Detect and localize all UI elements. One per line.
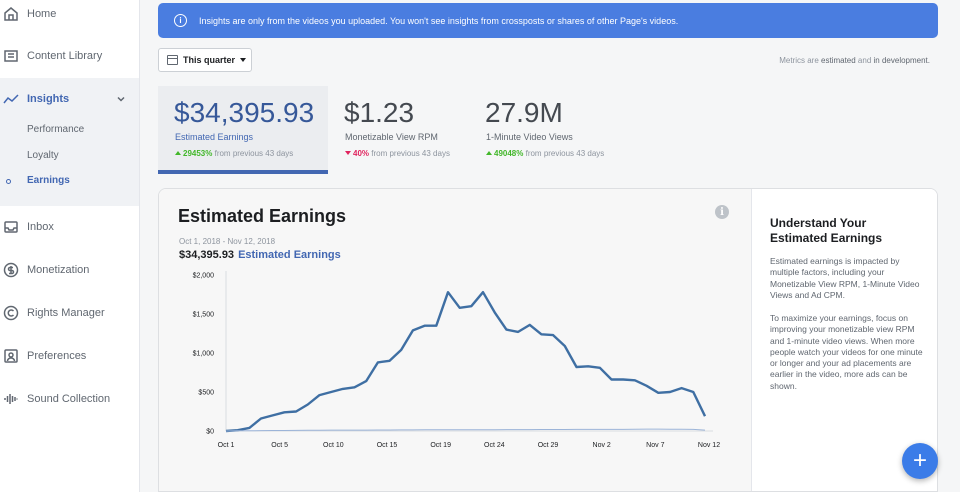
copyright-icon <box>2 304 20 322</box>
sidebar-item-content-library[interactable]: Content Library <box>0 35 139 77</box>
sidebar-item-label: Insights <box>27 93 70 105</box>
info-icon: i <box>174 14 187 27</box>
stat-estimated-earnings[interactable]: $34,395.93 Estimated Earnings 29453% fro… <box>158 86 328 174</box>
side-panel: Understand Your Estimated Earnings Estim… <box>751 189 937 491</box>
y-tick-label: $1,000 <box>193 351 215 358</box>
chart-total-label: Estimated Earnings <box>238 249 341 261</box>
content-library-icon <box>2 47 20 65</box>
card-title: Estimated Earnings <box>178 206 347 226</box>
date-range-dropdown[interactable]: This quarter <box>158 48 252 72</box>
x-tick-label: Nov 2 <box>593 442 611 449</box>
sidebar-item-preferences[interactable]: Preferences <box>0 335 139 377</box>
stat-value: $34,395.93 <box>174 97 315 128</box>
arrow-down-icon <box>345 151 351 155</box>
y-tick-label: $500 <box>198 390 214 397</box>
stat-change: 40% from previous 43 days <box>345 149 450 158</box>
insights-icon <box>2 90 20 108</box>
active-dot-icon <box>6 179 11 184</box>
plus-icon: + <box>912 447 927 474</box>
x-tick-label: Oct 24 <box>484 442 505 449</box>
stat-change: 29453% from previous 43 days <box>175 149 293 158</box>
stat-value: 27.9M <box>485 97 563 128</box>
chevron-down-icon[interactable] <box>117 94 125 102</box>
sidebar: Home Content Library Insights Performanc… <box>0 0 140 492</box>
stat-change-suffix: from previous 43 days <box>371 149 450 158</box>
inbox-icon <box>2 218 20 236</box>
stat-label: Monetizable View RPM <box>345 132 438 142</box>
sidebar-item-label: Sound Collection <box>27 393 111 405</box>
chart-area: Estimated Earnings i Oct 1, 2018 - Nov 1… <box>159 189 751 491</box>
x-tick-label: Nov 12 <box>698 442 720 449</box>
metrics-note-and: and <box>857 56 872 65</box>
stat-label: 1-Minute Video Views <box>486 132 573 142</box>
preferences-icon <box>2 347 20 365</box>
sidebar-item-insights[interactable]: Insights <box>0 78 139 120</box>
sidebar-item-inbox[interactable]: Inbox <box>0 206 139 248</box>
stat-change-value: 40% <box>353 149 370 158</box>
sidebar-item-rights-manager[interactable]: Rights Manager <box>0 292 139 334</box>
earnings-series-line <box>225 290 707 433</box>
metrics-note-prefix: Metrics are <box>779 56 819 65</box>
arrow-up-icon <box>486 151 492 155</box>
home-icon <box>2 5 20 23</box>
x-tick-label: Oct 29 <box>538 442 559 449</box>
insights-group: Insights Performance Loyalty Earnings <box>0 78 139 206</box>
calendar-icon <box>167 55 178 65</box>
earnings-line-chart: $2,000 $1,500 $1,000 $500 $0 Oct 1 Oct 5 Oct 10… <box>193 271 720 449</box>
stat-monetizable-view-rpm[interactable]: $1.23 Monetizable View RPM 40% from prev… <box>328 86 470 174</box>
stat-label: Estimated Earnings <box>175 132 254 142</box>
metrics-note-in-dev: in development. <box>873 56 930 65</box>
sidebar-item-label: Home <box>27 8 57 20</box>
metrics-note-estimated: estimated <box>821 56 856 65</box>
sidebar-subitem-earnings[interactable]: Earnings <box>27 175 70 186</box>
info-banner: i Insights are only from the videos you … <box>158 3 938 38</box>
sidebar-item-home[interactable]: Home <box>0 0 139 35</box>
x-tick-label: Nov 7 <box>646 442 664 449</box>
stat-change-value: 49048% <box>494 149 524 158</box>
sound-wave-icon <box>2 390 20 408</box>
sidebar-item-label: Preferences <box>27 350 87 362</box>
banner-text: Insights are only from the videos you up… <box>199 15 679 26</box>
sidebar-item-label: Inbox <box>27 221 54 233</box>
dollar-icon <box>2 261 20 279</box>
sidebar-item-label: Monetization <box>27 264 90 276</box>
side-panel-title: Understand Your Estimated Earnings <box>770 216 883 245</box>
caret-down-icon <box>240 58 247 62</box>
metrics-note: Metrics are estimated and in development… <box>779 56 930 65</box>
x-tick-label: Oct 10 <box>323 442 344 449</box>
stat-change-suffix: from previous 43 days <box>525 149 605 158</box>
sidebar-item-label: Rights Manager <box>27 307 105 319</box>
secondary-series-line <box>225 428 706 432</box>
y-tick-label: $0 <box>206 429 214 436</box>
x-tick-label: Oct 15 <box>377 442 398 449</box>
side-panel-paragraph: Estimated earnings is impacted by multip… <box>770 256 920 300</box>
side-panel-paragraph: To maximize your earnings, focus on impr… <box>770 313 923 391</box>
earnings-card: Estimated Earnings i Oct 1, 2018 - Nov 1… <box>158 188 938 492</box>
sidebar-item-sound-collection[interactable]: Sound Collection <box>0 378 139 420</box>
x-tick-label: Oct 19 <box>430 442 451 449</box>
sidebar-item-monetization[interactable]: Monetization <box>0 249 139 291</box>
stat-value: $1.23 <box>344 97 415 128</box>
stat-change-suffix: from previous 43 days <box>214 149 294 158</box>
sidebar-subitem-loyalty[interactable]: Loyalty <box>27 150 59 161</box>
y-tick-label: $1,500 <box>193 312 215 319</box>
arrow-up-icon <box>175 151 181 155</box>
stat-1-minute-video-views[interactable]: 27.9M 1-Minute Video Views 49048% from p… <box>469 86 629 174</box>
sidebar-item-label: Content Library <box>27 50 103 62</box>
chart-total-value: $34,395.93 <box>179 249 235 261</box>
x-tick-label: Oct 1 <box>218 442 235 449</box>
info-icon[interactable]: i <box>715 205 729 219</box>
sidebar-subitem-performance[interactable]: Performance <box>27 124 85 135</box>
y-tick-label: $2,000 <box>193 273 215 280</box>
add-button[interactable]: + <box>902 443 938 479</box>
stat-change: 49048% from previous 43 days <box>486 149 604 158</box>
chart-date-range: Oct 1, 2018 - Nov 12, 2018 <box>179 237 276 246</box>
date-range-label: This quarter <box>183 55 236 65</box>
chart-total: $34,395.93 Estimated Earnings <box>179 249 341 261</box>
x-tick-label: Oct 5 <box>271 442 288 449</box>
stat-change-value: 29453% <box>183 149 213 158</box>
